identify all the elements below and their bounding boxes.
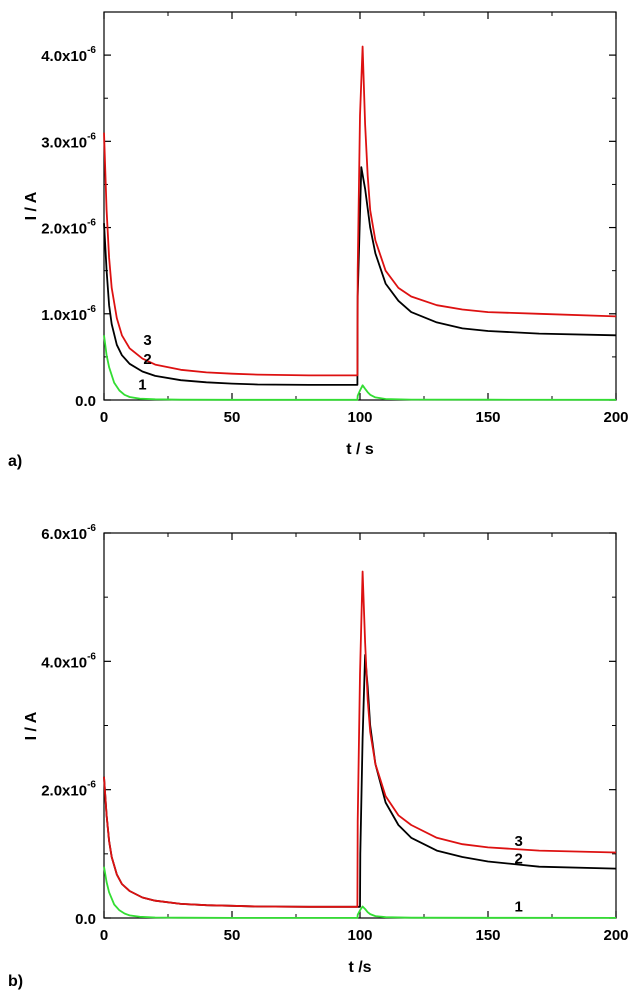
curve-labels-a: 1 2 3 — [138, 332, 151, 394]
x-tick-label: 200 — [603, 927, 628, 944]
series-line-1 — [103, 866, 617, 919]
series-group-b — [103, 570, 617, 919]
curve-label-3: 3 — [143, 332, 151, 349]
y-tick-label: 0.0 — [75, 393, 96, 410]
curve-label-2: 2 — [515, 850, 523, 867]
curve-label-2: 2 — [143, 351, 151, 368]
series-line-3 — [103, 570, 617, 908]
y-tick-label: 2.0x10-6 — [41, 780, 96, 800]
x-tick-label: 150 — [475, 409, 500, 426]
y-tick-label: 2.0x10-6 — [41, 218, 96, 238]
x-tick-label: 0 — [100, 409, 108, 426]
curve-label-1: 1 — [515, 899, 523, 916]
curve-label-3: 3 — [515, 833, 523, 850]
series-line-3 — [103, 45, 617, 377]
x-tick-label: 0 — [100, 927, 108, 944]
x-tick-label: 100 — [347, 927, 372, 944]
panel-a: 0 50 100 150 200 0.0 1.0x10-6 2.0x10-6 3.0x10-6 4… — [8, 11, 629, 470]
x-tick-label: 200 — [603, 409, 628, 426]
panel-b: 0 50 100 150 2000.02.0x10-64.0x10-66.0x10-6 … — [8, 523, 629, 990]
x-tick-label: 50 — [224, 409, 241, 426]
curve-labels-b: 1 23 — [515, 833, 523, 915]
x-tick-label: 50 — [224, 927, 241, 944]
series-group-a — [103, 45, 617, 401]
curve-label-1: 1 — [138, 377, 146, 394]
y-tick-label: 6.0x10-6 — [41, 523, 96, 543]
panel-label-b: b) — [8, 973, 23, 990]
y-tick-label: 4.0x10-6 — [41, 651, 96, 671]
y-tick-label: 3.0x10-6 — [41, 131, 96, 151]
axis-ticks-a: 0 50 100 150 200 0.0 1.0x10-6 2.0x10-6 3.0x10-6 4… — [41, 12, 629, 426]
series-line-1 — [103, 335, 617, 401]
y-axis-title-a: I / A — [23, 191, 40, 220]
y-tick-label: 0.0 — [75, 911, 96, 928]
x-tick-label: 100 — [347, 409, 372, 426]
x-axis-title-b: t /s — [348, 959, 371, 976]
x-tick-label: 150 — [475, 927, 500, 944]
panel-label-a: a) — [8, 453, 22, 470]
series-line-2 — [103, 166, 617, 386]
x-axis-title-a: t / s — [346, 441, 374, 458]
y-tick-label: 1.0x10-6 — [41, 304, 96, 324]
y-tick-label: 4.0x10-6 — [41, 45, 96, 65]
y-axis-title-b: I / A — [23, 711, 40, 740]
axis-ticks-b: 0 50 100 150 200 0.0 2.0x10-6 4.0x10-6 6.0x10-6 — [41, 523, 628, 944]
